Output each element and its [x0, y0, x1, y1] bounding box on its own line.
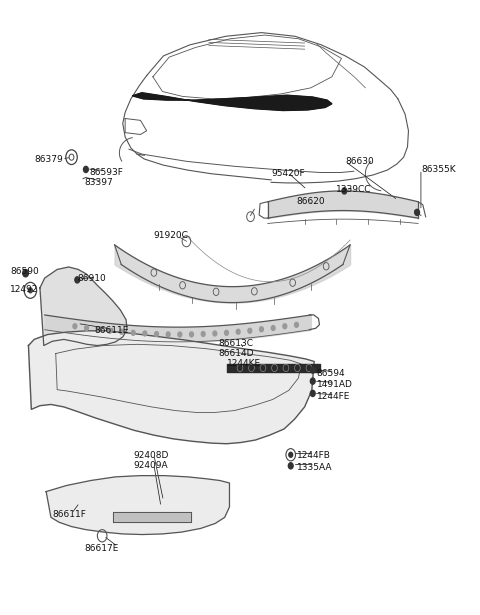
Text: 86593F: 86593F — [89, 168, 123, 177]
Polygon shape — [40, 267, 127, 346]
Circle shape — [311, 367, 315, 373]
Circle shape — [283, 323, 287, 328]
Text: 86630: 86630 — [345, 157, 374, 166]
Circle shape — [143, 331, 147, 336]
Circle shape — [96, 327, 100, 331]
Circle shape — [73, 323, 77, 328]
Text: 1339CC: 1339CC — [336, 185, 371, 194]
Circle shape — [342, 188, 347, 194]
Circle shape — [131, 330, 135, 335]
Polygon shape — [132, 93, 332, 111]
Polygon shape — [28, 331, 314, 443]
Circle shape — [295, 322, 299, 327]
Text: 12492: 12492 — [10, 285, 39, 293]
Text: 86617E: 86617E — [84, 544, 119, 552]
Text: 92408D: 92408D — [134, 451, 169, 461]
Text: 86355K: 86355K — [422, 165, 456, 174]
Circle shape — [201, 331, 205, 336]
Text: 1244FB: 1244FB — [297, 451, 330, 461]
Text: 86910: 86910 — [77, 274, 106, 282]
Circle shape — [120, 329, 123, 334]
Text: 1491AD: 1491AD — [317, 379, 352, 389]
Text: 86590: 86590 — [10, 268, 39, 276]
Text: 86611F: 86611F — [52, 510, 86, 520]
Circle shape — [271, 325, 275, 330]
Text: 95420F: 95420F — [271, 169, 305, 178]
Polygon shape — [46, 475, 229, 534]
Text: 92409A: 92409A — [134, 461, 168, 470]
Text: 91920C: 91920C — [153, 231, 188, 240]
Circle shape — [311, 391, 315, 397]
Text: 83397: 83397 — [84, 178, 113, 188]
Circle shape — [178, 332, 182, 337]
Text: 86379: 86379 — [34, 154, 63, 164]
Circle shape — [415, 209, 420, 215]
Text: 86614D: 86614D — [218, 349, 254, 358]
Circle shape — [225, 330, 228, 335]
Circle shape — [84, 167, 88, 172]
Circle shape — [23, 269, 28, 277]
Circle shape — [260, 327, 264, 331]
Circle shape — [311, 378, 315, 384]
Circle shape — [84, 325, 88, 330]
Circle shape — [75, 277, 80, 283]
Text: 1244FE: 1244FE — [317, 392, 350, 401]
Circle shape — [236, 329, 240, 334]
Circle shape — [289, 452, 293, 457]
Text: 1244KE: 1244KE — [227, 359, 261, 368]
Circle shape — [155, 331, 158, 336]
Circle shape — [166, 332, 170, 337]
Text: 86613C: 86613C — [218, 339, 253, 347]
Circle shape — [28, 288, 32, 293]
Text: 86620: 86620 — [297, 197, 325, 207]
Text: 86611E: 86611E — [94, 327, 128, 335]
Circle shape — [108, 328, 112, 333]
Text: 1335AA: 1335AA — [297, 462, 332, 472]
Circle shape — [288, 462, 293, 469]
Circle shape — [248, 328, 252, 333]
Text: 86594: 86594 — [317, 368, 345, 378]
Circle shape — [213, 331, 217, 336]
Circle shape — [190, 332, 193, 337]
